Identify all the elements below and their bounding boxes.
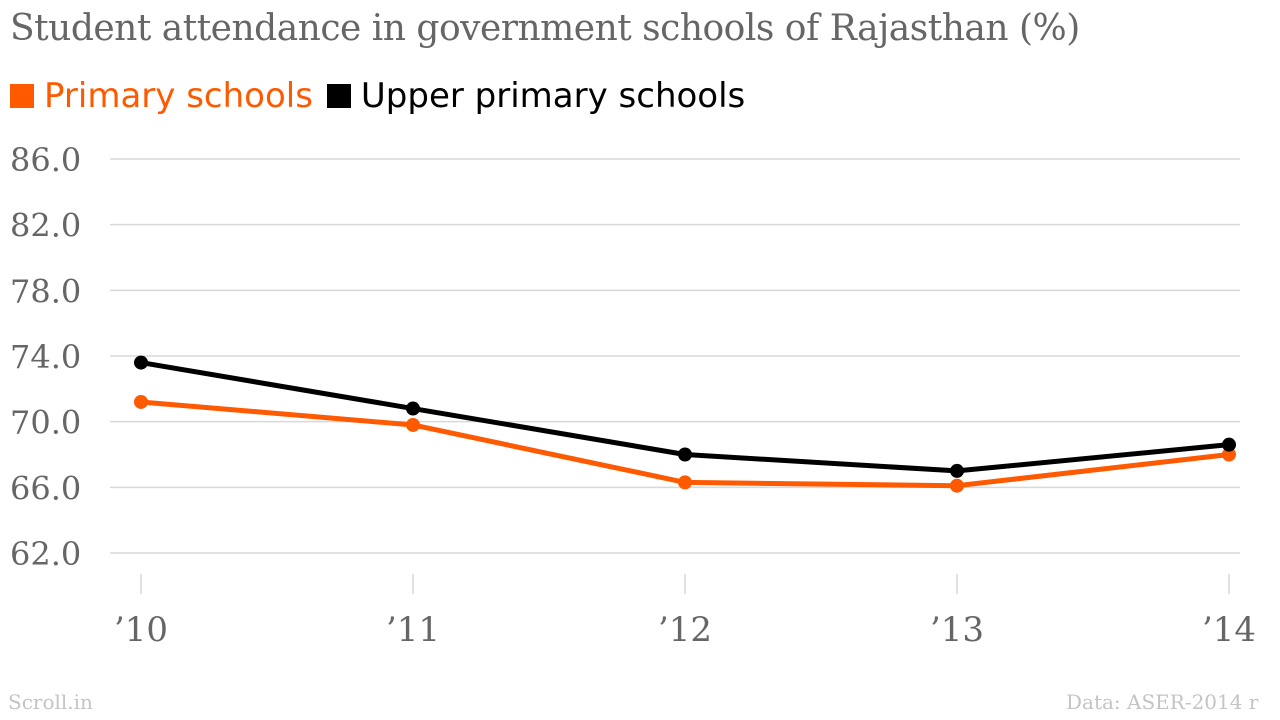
data-point-primary (950, 478, 964, 493)
chart-legend: Primary schools Upper primary schools (10, 76, 759, 116)
y-tick-label: 62.0 (10, 535, 81, 573)
legend-item-upper-primary: Upper primary schools (326, 76, 746, 116)
x-tick-label: ’12 (658, 610, 712, 650)
legend-swatch-upper-primary (326, 84, 351, 108)
y-tick-label: 66.0 (10, 469, 81, 507)
source-brand: Scroll.in (8, 690, 93, 714)
x-tick-label: ’11 (386, 610, 440, 650)
legend-label-upper-primary: Upper primary schools (360, 76, 746, 116)
y-tick-label: 86.0 (10, 141, 81, 179)
y-tick-label: 70.0 (10, 404, 81, 442)
data-point-upper-primary (1222, 437, 1236, 452)
data-point-upper-primary (134, 355, 148, 370)
x-tick-label: ’14 (1202, 610, 1256, 650)
series-line-primary (140, 399, 1230, 489)
x-tick-label: ’10 (114, 610, 168, 650)
data-point-primary (134, 394, 148, 409)
data-point-primary (406, 417, 420, 432)
chart-title: Student attendance in government schools… (10, 8, 1080, 49)
data-point-primary (1222, 447, 1236, 462)
data-credit: Data: ASER-2014 r (1066, 690, 1259, 714)
data-point-primary (678, 475, 692, 490)
data-point-upper-primary (406, 401, 420, 416)
data-point-upper-primary (678, 447, 692, 462)
y-tick-label: 74.0 (10, 338, 81, 376)
legend-item-primary: Primary schools (10, 76, 313, 116)
y-tick-label: 82.0 (10, 207, 81, 245)
data-point-upper-primary (950, 463, 964, 478)
x-tick-label: ’13 (930, 610, 984, 650)
legend-swatch-primary (10, 84, 34, 108)
legend-label-primary: Primary schools (44, 76, 313, 116)
y-tick-label: 78.0 (10, 272, 81, 310)
